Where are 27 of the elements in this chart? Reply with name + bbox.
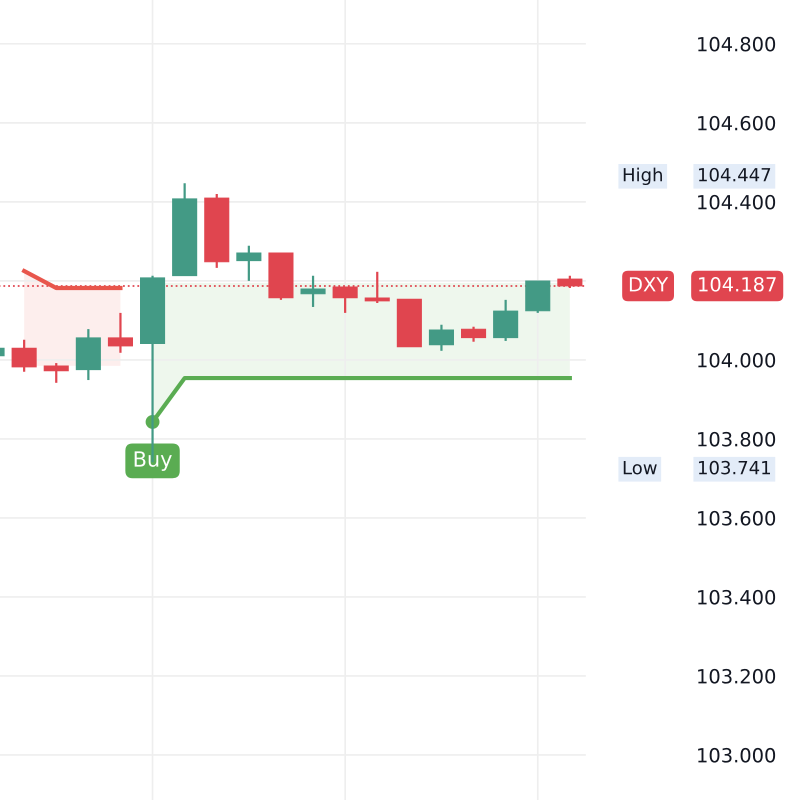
- text: 104.447: [698, 168, 770, 182]
- ref-line-label: DXY: [630, 277, 668, 292]
- y-tick-label: 103.400: [698, 590, 776, 605]
- candlestick: [12, 338, 37, 373]
- text: High: [624, 168, 662, 186]
- candlestick: [396, 298, 422, 348]
- text: Low: [624, 461, 657, 474]
- y-tick-label: 103.600: [698, 510, 776, 526]
- candlestick: [493, 298, 518, 342]
- annotation: Buy: [134, 451, 172, 471]
- y-tick-label: 104.400: [698, 194, 776, 210]
- y-tick-label: 103.800: [698, 432, 776, 447]
- candlestick: [461, 326, 486, 343]
- text: 103.741: [698, 460, 770, 474]
- y-tick-label: 103.000: [698, 748, 776, 763]
- candlestick: [428, 324, 454, 352]
- candlestick: [300, 274, 326, 308]
- y-tick-label: 104.600: [698, 116, 776, 131]
- candlestick: [525, 280, 550, 314]
- text: 104.187: [699, 276, 776, 292]
- y-tick-label: 104.000: [698, 352, 776, 368]
- candlestick: [204, 192, 230, 269]
- y-tick-label: 104.800: [698, 36, 776, 52]
- candlestick: [108, 312, 133, 354]
- y-tick-label: 103.200: [698, 668, 776, 684]
- candlestick: [364, 270, 390, 304]
- candlestick: [44, 362, 69, 384]
